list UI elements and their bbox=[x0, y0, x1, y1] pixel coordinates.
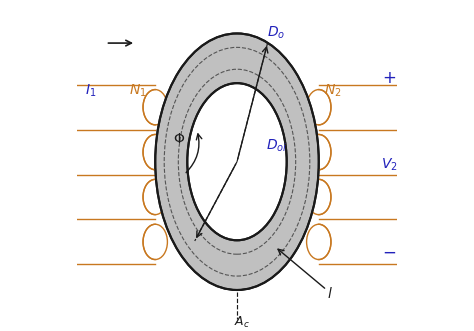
Text: $N_1$: $N_1$ bbox=[129, 83, 146, 99]
Ellipse shape bbox=[155, 33, 319, 290]
Text: $I_1$: $I_1$ bbox=[85, 83, 97, 99]
Text: $l$: $l$ bbox=[327, 286, 333, 301]
Text: $V_2$: $V_2$ bbox=[381, 157, 398, 173]
Text: $D_o$: $D_o$ bbox=[266, 25, 285, 41]
Text: $D_{oi}$: $D_{oi}$ bbox=[266, 137, 287, 154]
Text: $+$: $+$ bbox=[382, 70, 396, 87]
Text: $A_c$: $A_c$ bbox=[234, 314, 250, 330]
Ellipse shape bbox=[187, 83, 287, 240]
Text: $\Phi$: $\Phi$ bbox=[173, 132, 185, 146]
Text: $N_2$: $N_2$ bbox=[324, 83, 342, 99]
Text: $-$: $-$ bbox=[382, 243, 396, 260]
